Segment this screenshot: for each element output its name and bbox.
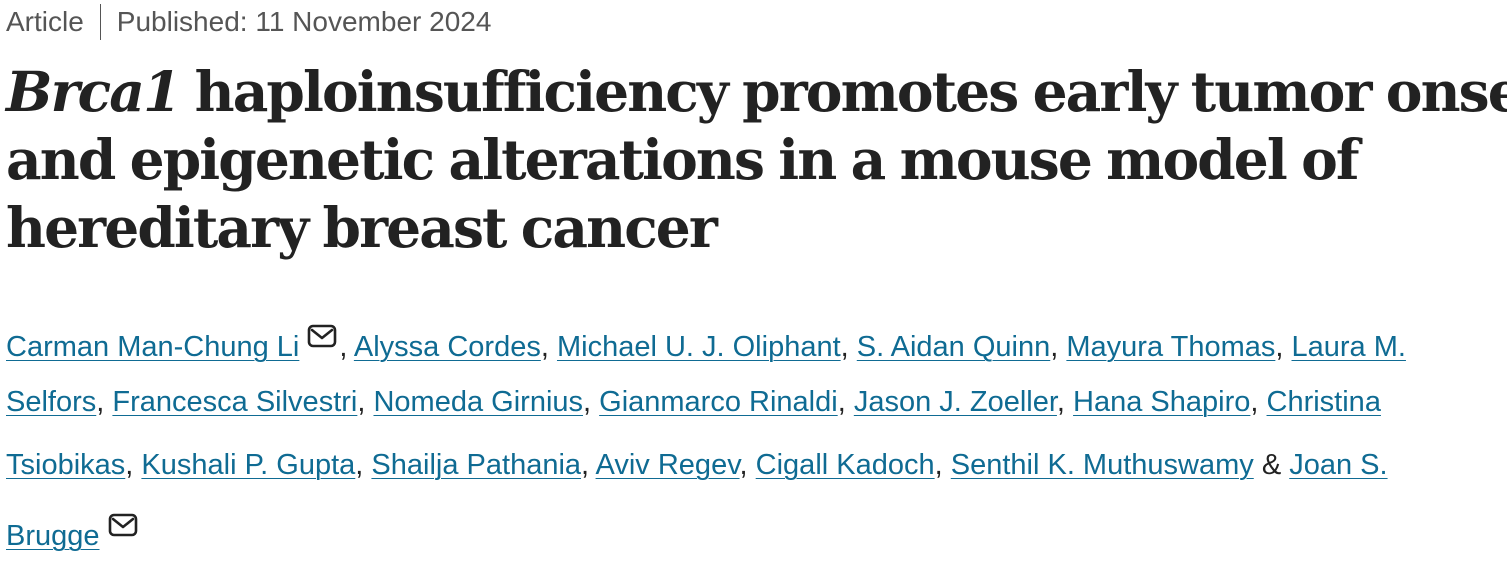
- article-meta: Article Published: 11 November 2024: [6, 2, 491, 42]
- author-line-4: Brugge: [6, 497, 1505, 560]
- author-link[interactable]: Alyssa Cordes: [353, 331, 541, 363]
- meta-divider: [99, 4, 101, 40]
- separator: ,: [1050, 331, 1067, 363]
- article-title: Brca1 haploinsufficiency promotes early …: [6, 58, 1507, 262]
- separator: ,: [581, 449, 596, 481]
- author-list: Carman Man-Chung Li, Alyssa Cordes, Mich…: [6, 308, 1505, 560]
- author-link[interactable]: Laura M.: [1291, 331, 1406, 363]
- author-line-2: Selfors, Francesca Silvestri, Nomeda Gir…: [6, 371, 1505, 434]
- separator: ,: [934, 449, 951, 481]
- author-link[interactable]: Nomeda Girnius: [373, 386, 584, 418]
- author-link[interactable]: Michael U. J. Oliphant: [556, 331, 841, 363]
- separator: ,: [125, 449, 142, 481]
- separator: ,: [739, 449, 756, 481]
- author-link[interactable]: Mayura Thomas: [1066, 331, 1276, 363]
- title-gene-name: Brca1: [6, 59, 181, 124]
- author-line-3: Tsiobikas, Kushali P. Gupta, Shailja Pat…: [6, 434, 1505, 497]
- separator: ,: [583, 386, 600, 418]
- author-link[interactable]: Kushali P. Gupta: [141, 449, 356, 481]
- author-link[interactable]: Gianmarco Rinaldi: [599, 386, 838, 418]
- title-line-1: Brca1 haploinsufficiency promotes early …: [6, 58, 1507, 126]
- separator: ,: [1275, 331, 1292, 363]
- envelope-icon[interactable]: [108, 497, 138, 560]
- separator: ,: [357, 386, 374, 418]
- author-link[interactable]: Selfors: [6, 386, 97, 418]
- author-link[interactable]: Shailja Pathania: [371, 449, 582, 481]
- title-line-3: hereditary breast cancer: [6, 195, 718, 260]
- author-link[interactable]: Brugge: [6, 520, 100, 552]
- author-link[interactable]: S. Aidan Quinn: [856, 331, 1051, 363]
- separator: ,: [840, 331, 857, 363]
- author-link[interactable]: Cigall Kadoch: [755, 449, 935, 481]
- author-link[interactable]: Carman Man-Chung Li: [6, 331, 300, 363]
- title-line-2: and epigenetic alterations in a mouse mo…: [6, 127, 1360, 192]
- separator: ,: [96, 386, 113, 418]
- author-link[interactable]: Francesca Silvestri: [112, 386, 358, 418]
- author-line-1: Carman Man-Chung Li, Alyssa Cordes, Mich…: [6, 308, 1505, 371]
- author-link[interactable]: Jason J. Zoeller: [853, 386, 1057, 418]
- separator: ,: [1250, 386, 1267, 418]
- title-text-1: haploinsufficiency promotes early tumor …: [179, 59, 1507, 124]
- separator: ,: [355, 449, 372, 481]
- author-link[interactable]: Christina: [1266, 386, 1381, 418]
- author-link[interactable]: Tsiobikas: [6, 449, 126, 481]
- envelope-icon[interactable]: [307, 308, 337, 371]
- separator: ,: [339, 331, 354, 363]
- publication-date: Published: 11 November 2024: [116, 6, 492, 37]
- article-type: Article: [6, 6, 84, 37]
- author-link[interactable]: Aviv Regev: [595, 449, 740, 481]
- author-link[interactable]: Joan S.: [1289, 449, 1388, 481]
- separator: ,: [837, 386, 854, 418]
- conjunction: &: [1253, 449, 1290, 481]
- author-link[interactable]: Hana Shapiro: [1073, 386, 1251, 418]
- separator: ,: [1056, 386, 1074, 418]
- author-link[interactable]: Senthil K. Muthuswamy: [950, 449, 1254, 481]
- separator: ,: [540, 331, 557, 363]
